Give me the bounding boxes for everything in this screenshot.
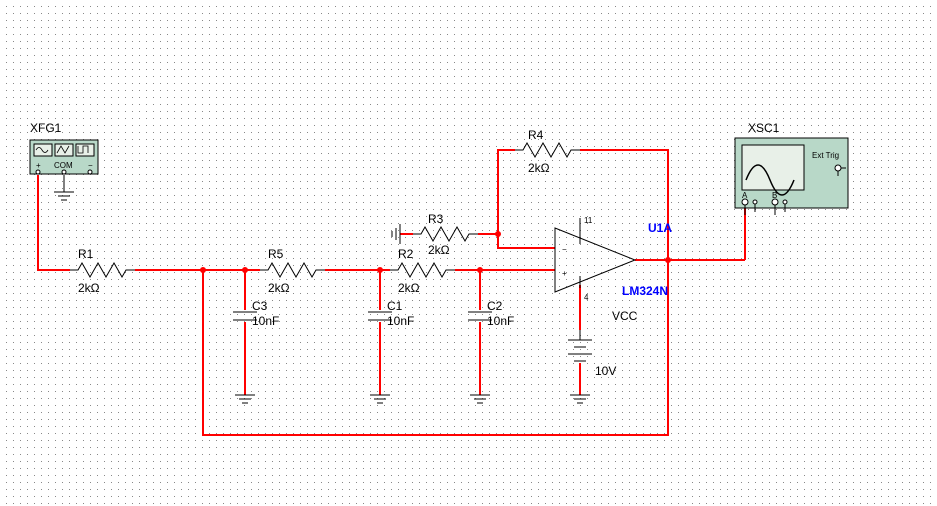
- c2-val: 10nF: [487, 314, 514, 328]
- resistor-r4: [515, 143, 580, 157]
- svg-text:+: +: [36, 161, 41, 170]
- vcc-label: VCC: [612, 309, 638, 323]
- resistor-r1: [70, 263, 135, 277]
- resistor-r5: [260, 263, 325, 277]
- svg-text:−: −: [88, 161, 93, 170]
- c3-val: 10nF: [252, 314, 279, 328]
- r2-ref: R2: [398, 247, 414, 261]
- r3-ref: R3: [428, 212, 444, 226]
- opamp-u1a: − +: [555, 228, 635, 292]
- r5-val: 2kΩ: [268, 281, 290, 295]
- c1-val: 10nF: [387, 314, 414, 328]
- r2-val: 2kΩ: [398, 281, 420, 295]
- ext-trig-label: Ext Trig: [812, 151, 839, 160]
- resistor-r2: [390, 263, 455, 277]
- pin4-label: 4: [584, 293, 589, 302]
- r4-val: 2kΩ: [528, 161, 550, 175]
- u1a-model: LM324N: [622, 284, 668, 298]
- r1-val: 2kΩ: [78, 281, 100, 295]
- vcc-source: [568, 330, 592, 361]
- svg-text:+: +: [562, 269, 567, 278]
- r4-ref: R4: [528, 128, 544, 142]
- c3-ref: C3: [252, 299, 268, 313]
- c1-ref: C1: [387, 299, 403, 313]
- com-label: COM: [54, 161, 73, 170]
- scope-a-label: A: [742, 191, 748, 200]
- r3-val: 2kΩ: [428, 243, 450, 257]
- xsc1-label: XSC1: [748, 121, 780, 135]
- r5-ref: R5: [268, 247, 284, 261]
- oscilloscope[interactable]: [735, 138, 848, 215]
- resistor-r3: [413, 227, 478, 241]
- scope-b-label: B: [772, 191, 777, 200]
- c2-ref: C2: [487, 299, 503, 313]
- u1a-ref: U1A: [648, 221, 672, 235]
- ground-symbols: [54, 192, 590, 403]
- r1-ref: R1: [78, 247, 94, 261]
- svg-text:−: −: [562, 245, 567, 254]
- schematic-canvas: − +: [0, 0, 937, 506]
- xfg1-label: XFG1: [30, 121, 62, 135]
- vcc-val: 10V: [595, 364, 616, 378]
- pin11-label: 11: [584, 216, 593, 225]
